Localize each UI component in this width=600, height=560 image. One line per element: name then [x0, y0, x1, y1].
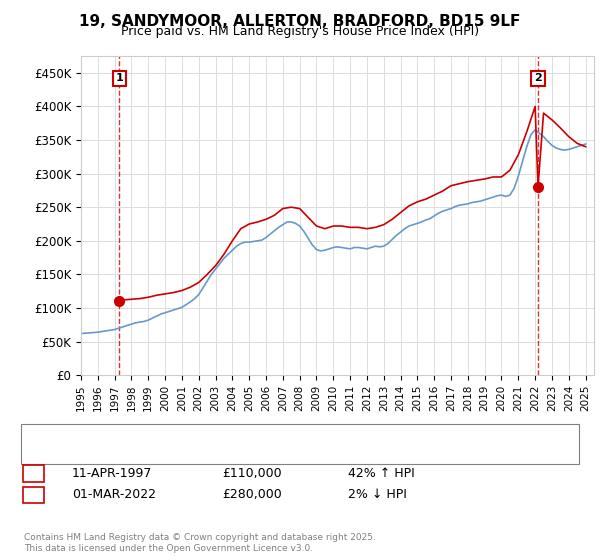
Text: 2% ↓ HPI: 2% ↓ HPI — [348, 488, 407, 501]
Text: £110,000: £110,000 — [222, 466, 281, 480]
Text: 42% ↑ HPI: 42% ↑ HPI — [348, 466, 415, 480]
Text: 2: 2 — [534, 73, 542, 83]
Text: 11-APR-1997: 11-APR-1997 — [72, 466, 152, 480]
Text: 19, SANDYMOOR, ALLERTON, BRADFORD, BD15 9LF (detached house): 19, SANDYMOOR, ALLERTON, BRADFORD, BD15 … — [69, 432, 433, 442]
Text: 01-MAR-2022: 01-MAR-2022 — [72, 488, 156, 501]
Text: 2: 2 — [29, 488, 38, 501]
Text: Price paid vs. HM Land Registry's House Price Index (HPI): Price paid vs. HM Land Registry's House … — [121, 25, 479, 38]
Text: 1: 1 — [115, 73, 123, 83]
Text: 1: 1 — [29, 466, 38, 480]
Text: Contains HM Land Registry data © Crown copyright and database right 2025.
This d: Contains HM Land Registry data © Crown c… — [24, 533, 376, 553]
Text: £280,000: £280,000 — [222, 488, 282, 501]
Text: HPI: Average price, detached house, Bradford: HPI: Average price, detached house, Brad… — [69, 447, 307, 457]
Text: 19, SANDYMOOR, ALLERTON, BRADFORD, BD15 9LF: 19, SANDYMOOR, ALLERTON, BRADFORD, BD15 … — [79, 14, 521, 29]
